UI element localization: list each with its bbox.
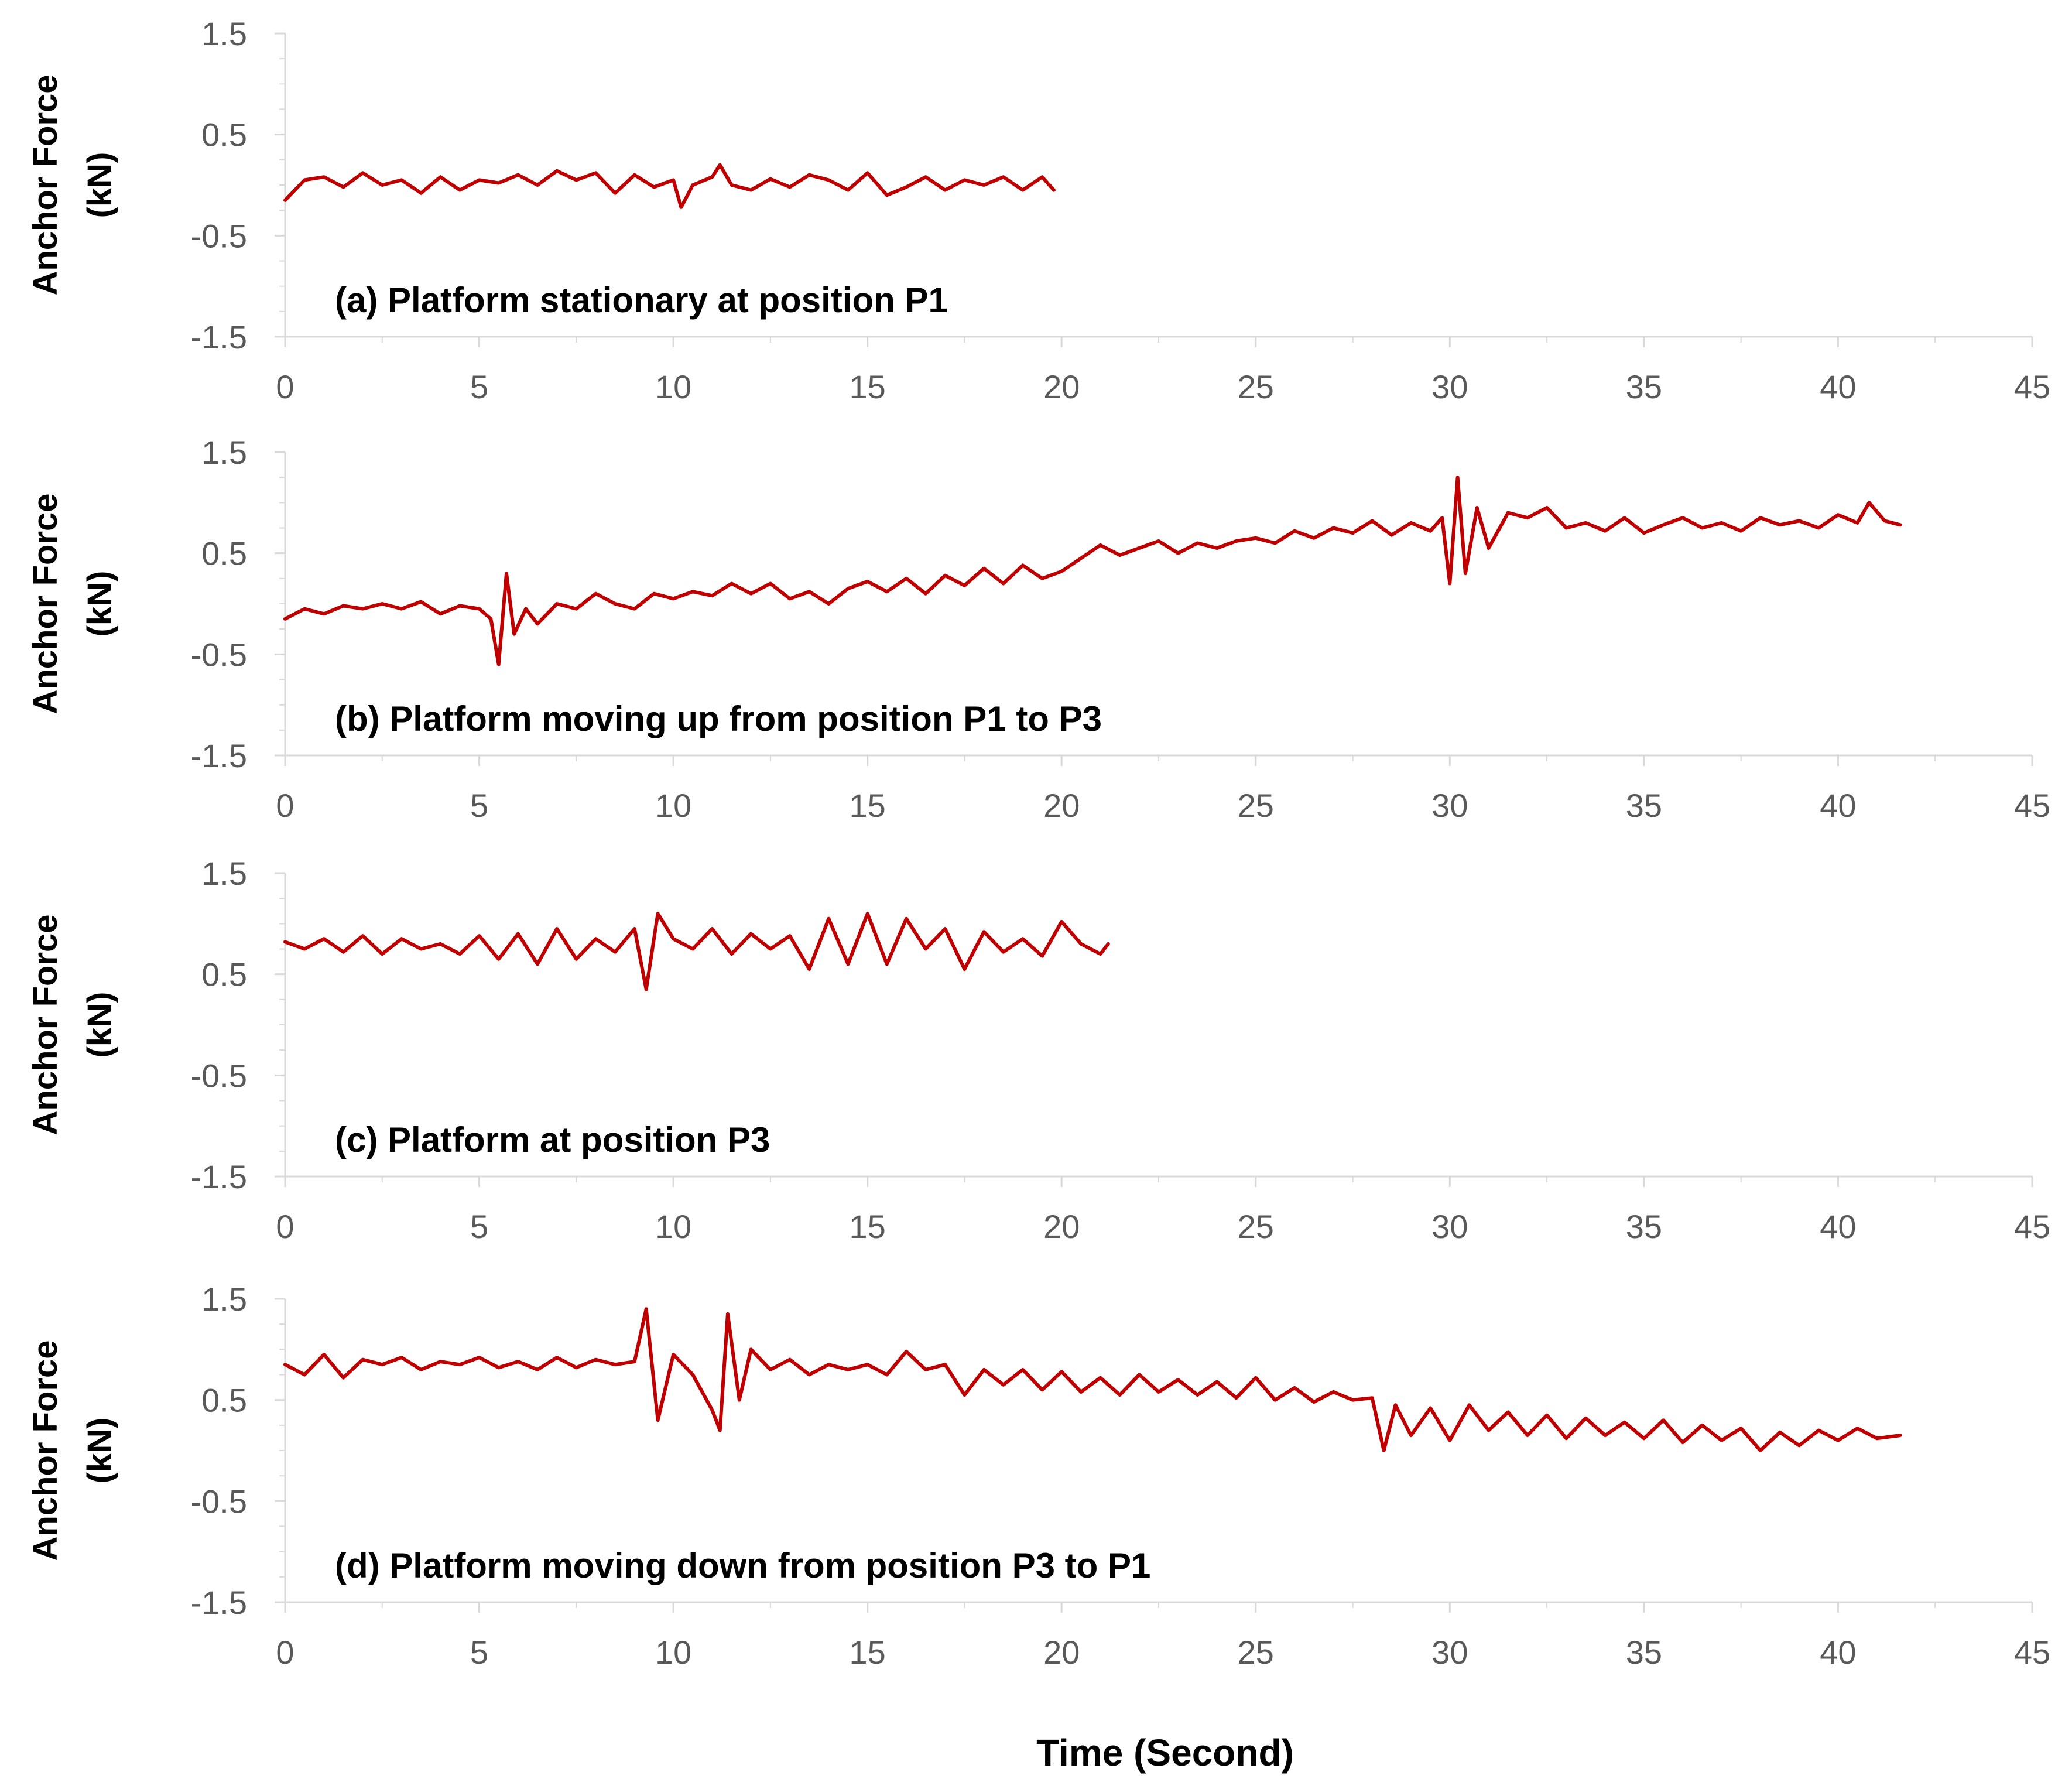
x-tick-label: 20 bbox=[1043, 1634, 1080, 1671]
x-tick-label: 40 bbox=[1820, 1208, 1856, 1245]
x-tick-label: 10 bbox=[655, 1208, 691, 1245]
x-tick-label: 30 bbox=[1431, 368, 1468, 405]
y-axis-label-line1: Anchor Force bbox=[26, 74, 64, 295]
panel-annotation: (b) Platform moving up from position P1 … bbox=[335, 699, 1102, 738]
x-tick-label: 0 bbox=[276, 1634, 294, 1671]
x-tick-label: 15 bbox=[850, 787, 886, 824]
x-tick-label: 45 bbox=[2014, 1208, 2050, 1245]
y-tick-label: 1.5 bbox=[201, 15, 247, 52]
y-axis-label-line1: Anchor Force bbox=[26, 1340, 64, 1561]
y-axis-label-line2: (kN) bbox=[81, 571, 119, 637]
y-tick-label: 1.5 bbox=[201, 434, 247, 471]
x-tick-label: 25 bbox=[1238, 787, 1274, 824]
y-tick-label: -1.5 bbox=[191, 1158, 248, 1195]
y-axis-label-line2: (kN) bbox=[81, 992, 119, 1058]
series-line bbox=[283, 1307, 1902, 1452]
series-line bbox=[283, 912, 1110, 991]
y-axis-label: Anchor Force (kN) bbox=[26, 74, 119, 295]
y-tick-label: 0.5 bbox=[201, 956, 247, 993]
panel-c: 1.5 0.5 -0.5 -1.5 0 5 10 15 20 25 30 35 40 45 Anchor F… bbox=[26, 855, 2050, 1245]
panel-d: 1.5 0.5 -0.5 -1.5 0 5 10 15 20 25 30 35 40 45 Anchor F… bbox=[26, 1281, 2050, 1671]
x-tick-label: 15 bbox=[850, 1208, 886, 1245]
x-tick-label: 35 bbox=[1626, 1208, 1662, 1245]
x-tick-label: 0 bbox=[276, 1208, 294, 1245]
x-tick-label: 25 bbox=[1238, 1208, 1274, 1245]
x-tick-label: 0 bbox=[276, 368, 294, 405]
x-tick-label: 20 bbox=[1043, 1208, 1080, 1245]
x-tick-label: 15 bbox=[850, 368, 886, 405]
panel-annotation: (d) Platform moving down from position P… bbox=[335, 1546, 1150, 1585]
x-tick-label: 20 bbox=[1043, 368, 1080, 405]
x-tick-label: 45 bbox=[2014, 368, 2050, 405]
y-tick-label: 1.5 bbox=[201, 1281, 247, 1318]
x-tick-label: 5 bbox=[470, 1208, 488, 1245]
y-tick-label: -1.5 bbox=[191, 737, 248, 774]
y-tick-label: -0.5 bbox=[191, 636, 248, 673]
x-tick-label: 10 bbox=[655, 368, 691, 405]
series-line bbox=[283, 163, 1056, 209]
y-tick-label: 0.5 bbox=[201, 117, 247, 153]
x-tick-label: 45 bbox=[2014, 787, 2050, 824]
x-tick-label: 40 bbox=[1820, 787, 1856, 824]
y-tick-label: -0.5 bbox=[191, 217, 248, 254]
y-axis-label-line1: Anchor Force bbox=[26, 493, 64, 714]
panel-annotation: (c) Platform at position P3 bbox=[335, 1120, 770, 1159]
y-axis-label-line2: (kN) bbox=[81, 152, 119, 218]
y-tick-label: 1.5 bbox=[201, 855, 247, 892]
x-tick-label: 30 bbox=[1431, 787, 1468, 824]
y-axis-label-line1: Anchor Force bbox=[26, 914, 64, 1135]
y-axis-label: Anchor Force (kN) bbox=[26, 493, 119, 714]
y-tick-label: -0.5 bbox=[191, 1483, 248, 1520]
y-tick-label: -1.5 bbox=[191, 319, 248, 355]
x-tick-label: 30 bbox=[1431, 1208, 1468, 1245]
x-axis-title: Time (Second) bbox=[1036, 1732, 1294, 1774]
y-tick-label: -1.5 bbox=[191, 1584, 248, 1621]
x-tick-label: 10 bbox=[655, 1634, 691, 1671]
x-tick-label: 5 bbox=[470, 1634, 488, 1671]
x-tick-label: 40 bbox=[1820, 1634, 1856, 1671]
x-tick-label: 25 bbox=[1238, 1634, 1274, 1671]
x-tick-label: 15 bbox=[850, 1634, 886, 1671]
y-tick-label: -0.5 bbox=[191, 1057, 248, 1094]
x-tick-label: 10 bbox=[655, 787, 691, 824]
x-tick-label: 30 bbox=[1431, 1634, 1468, 1671]
x-tick-label: 5 bbox=[470, 787, 488, 824]
x-tick-label: 35 bbox=[1626, 787, 1662, 824]
x-tick-label: 35 bbox=[1626, 1634, 1662, 1671]
y-axis-label-line2: (kN) bbox=[81, 1418, 119, 1484]
panel-b: 1.5 0.5 -0.5 -1.5 0 5 10 15 20 25 30 35 40 45 Anchor F… bbox=[26, 434, 2050, 824]
panel-annotation: (a) Platform stationary at position P1 bbox=[335, 281, 948, 320]
x-tick-label: 0 bbox=[276, 787, 294, 824]
x-tick-label: 5 bbox=[470, 368, 488, 405]
series-line bbox=[283, 476, 1902, 666]
y-axis-label: Anchor Force (kN) bbox=[26, 914, 119, 1135]
y-tick-label: 0.5 bbox=[201, 1382, 247, 1419]
x-tick-label: 35 bbox=[1626, 368, 1662, 405]
x-tick-label: 20 bbox=[1043, 787, 1080, 824]
x-tick-label: 45 bbox=[2014, 1634, 2050, 1671]
x-tick-label: 40 bbox=[1820, 368, 1856, 405]
y-tick-label: 0.5 bbox=[201, 535, 247, 572]
y-axis-label: Anchor Force (kN) bbox=[26, 1340, 119, 1561]
x-tick-label: 25 bbox=[1238, 368, 1274, 405]
panel-a: 1.5 0.5 -0.5 -1.5 0 5 10 15 20 25 30 35 40 45 Anchor F… bbox=[26, 15, 2050, 405]
